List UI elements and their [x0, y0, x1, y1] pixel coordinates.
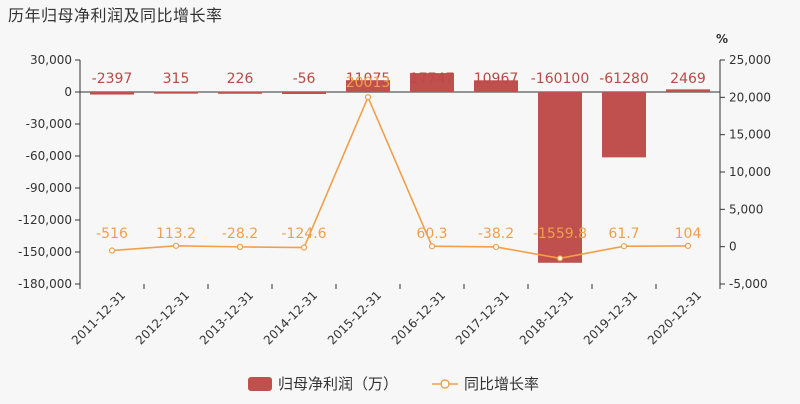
line-value-label: 20013 [346, 75, 391, 91]
chart-title: 历年归母净利润及同比增长率 [8, 6, 223, 25]
bar [666, 89, 710, 92]
bar [90, 92, 134, 95]
bar-value-label: 11075 [346, 71, 391, 87]
right-tick-label: 10,000 [729, 165, 771, 179]
x-tick-label: 2015-12-31 [325, 288, 384, 347]
right-tick-label: 20,000 [729, 90, 771, 104]
line-value-label: -124.6 [281, 226, 326, 242]
right-tick-label: 25,000 [729, 53, 771, 67]
line-point [684, 242, 692, 249]
right-tick-label: 5,000 [729, 202, 763, 216]
bar-value-label: -160100 [531, 71, 590, 87]
line-value-label: 61.7 [608, 226, 639, 242]
right-tick-label: 0 [729, 240, 737, 254]
left-tick-label: -60,000 [26, 149, 72, 163]
x-tick-label: 2013-12-31 [197, 288, 256, 347]
x-tick-label: 2014-12-31 [261, 288, 320, 347]
left-tick-label: -30,000 [26, 117, 72, 131]
left-tick-label: 0 [64, 85, 72, 99]
x-tick-label: 2019-12-31 [581, 288, 640, 347]
bar [410, 73, 454, 92]
line-value-label: -1559.8 [533, 226, 587, 242]
bar-value-label: 2469 [670, 71, 706, 87]
x-tick-label: 2020-12-31 [645, 288, 704, 347]
bar [346, 80, 390, 92]
bar-value-label: -61280 [599, 71, 649, 87]
bar [282, 92, 326, 94]
line-point [172, 242, 180, 249]
line-value-label: -38.2 [478, 226, 514, 242]
line-point [428, 243, 436, 250]
bar-value-label: -2397 [92, 71, 133, 87]
bar-value-label: 226 [227, 71, 254, 87]
left-tick-label: -90,000 [26, 181, 72, 195]
growth-rate-line [111, 95, 689, 260]
bar [474, 80, 518, 92]
line-point [556, 255, 564, 262]
x-tick-label: 2016-12-31 [389, 288, 448, 347]
legend-line-marker [440, 379, 450, 389]
bar-value-label: -56 [293, 71, 316, 87]
bar [602, 92, 646, 158]
x-tick-label: 2017-12-31 [453, 288, 512, 347]
x-tick-label: 2011-12-31 [69, 288, 128, 347]
legend-bar-label: 归母净利润（万） [278, 375, 398, 393]
line-value-label: 104 [675, 226, 702, 242]
bar-value-label: 17747 [410, 71, 455, 87]
legend-line-label: 同比增长率 [464, 375, 539, 393]
line-point [108, 247, 116, 254]
line-value-label: -28.2 [222, 226, 258, 242]
x-tick-label: 2018-12-31 [517, 288, 576, 347]
bar [218, 91, 262, 94]
bar-value-label: 315 [163, 71, 190, 87]
line-point [300, 244, 308, 251]
right-tick-label: 15,000 [729, 128, 771, 142]
line-point [364, 94, 372, 101]
line-point [620, 243, 628, 250]
line-value-label: 113.2 [156, 226, 196, 242]
x-tick-label: 2012-12-31 [133, 288, 192, 347]
line-point [236, 243, 244, 250]
bar [538, 92, 582, 263]
bar-value-label: 10967 [474, 71, 519, 87]
left-tick-label: -150,000 [18, 245, 72, 259]
line-value-label: -516 [96, 226, 128, 242]
right-axis-unit: % [716, 32, 728, 46]
right-tick-label: -5,000 [729, 277, 768, 291]
left-tick-label: 30,000 [30, 53, 72, 67]
line-point [492, 243, 500, 251]
left-tick-label: -120,000 [18, 213, 72, 227]
legend-bar-swatch [248, 377, 272, 391]
line-value-label: 60.3 [416, 226, 447, 242]
left-tick-label: -180,000 [18, 277, 72, 291]
bar [154, 91, 198, 94]
